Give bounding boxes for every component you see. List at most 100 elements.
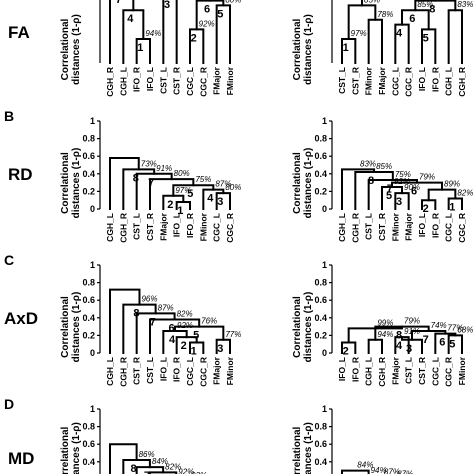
y-tick-label: 0.6 [314,439,327,449]
leaf-label: CGH_R [350,213,360,243]
node-label: 7 [150,316,156,328]
branch-n9 [341,469,370,474]
bootstrap-percent: 91% [156,164,172,173]
bootstrap-percent: 80% [225,183,241,192]
bootstrap-percent: 73% [141,159,157,168]
leaf-label: CGC_L [390,67,400,96]
node-label: 8 [133,172,139,184]
bootstrap-percent: 83% [360,159,376,168]
leaf-label: CST_L [158,67,168,94]
y-tick-label: 0.4 [314,457,327,467]
bootstrap-percent: 82% [457,188,473,197]
bootstrap-percent: 80% [225,0,241,4]
bootstrap-percent: 85% [417,0,433,9]
bootstrap-percent: 68% [457,325,473,334]
leaf-label: FMajor [158,212,168,241]
bootstrap-percent: 87% [397,469,413,474]
branch-n9 [347,325,403,344]
panel-letter-c: C [4,252,14,268]
node-label: 3 [406,343,412,355]
leaf-label: CST_R [132,357,142,385]
bootstrap-percent: 87% [215,180,231,189]
leaf-label: CST_L [337,67,347,94]
leaf-label: CGC_R [457,213,467,243]
node-label: 7 [423,334,429,346]
node-label: 4 [127,13,134,25]
y-tick-label: 1 [90,404,95,414]
node-label: 3 [396,196,402,208]
leaf-label: CGC_R [444,357,454,387]
leaf-label: CGC_L [212,213,222,242]
y-axis-label-line1: Correlational [292,152,303,214]
node-label: 8 [184,0,190,1]
leaf-label: CGC_R [225,213,235,243]
y-tick-label: 0.8 [314,422,327,432]
leaf-label: FMajor [377,66,387,95]
y-tick-label: 0 [90,204,95,214]
bootstrap-percent: 97% [351,29,367,38]
node-label: 2 [181,340,187,352]
leaf-label: IFO_L [417,213,427,237]
leaf-label: CGC_L [185,357,195,386]
node-label: 8 [396,330,402,342]
bootstrap-percent: 82% [177,310,193,319]
leaf-label: FMinor [390,212,400,241]
leaf-label: FMajor [212,356,222,385]
leaf-label: CGC_L [185,67,195,96]
bootstrap-percent: 79% [410,473,426,474]
y-axis-label-line1: Correlational [292,18,303,80]
node-label: 8 [368,175,374,187]
node-label: 7 [148,177,154,189]
y-tick-label: 0.2 [314,330,327,340]
y-axis-label-line1: Correlational [60,18,71,80]
node-label: 5 [217,8,223,20]
branch-n9 [109,156,140,210]
leaf-label: CGH_L [105,213,115,242]
leaf-label: IFO_R [430,213,440,238]
y-axis-label-line1: Correlational [292,296,303,358]
y-tick-label: 0 [322,348,327,358]
leaf-label: CST_L [145,357,155,384]
node-label: 2 [191,32,197,44]
y-axis-label-line2: distances (1-ρ) [303,14,314,85]
leaf-label: IFO_R [132,67,142,92]
bootstrap-percent: 77% [225,330,241,339]
leaf-label: CGH_R [105,67,115,97]
y-tick-label: 0.4 [314,313,327,323]
node-label: 4 [169,334,176,346]
y-axis-label-line1: Correlational [60,152,71,214]
bootstrap-percent: 84% [152,457,168,466]
bootstrap-percent: 82% [165,462,181,471]
row-label-rd: RD [8,165,33,184]
bootstrap-percent: 79% [419,173,435,182]
bootstrap-percent: 87% [158,303,174,312]
bootstrap-percent: 92% [178,468,194,474]
node-label: 5 [193,330,199,342]
bootstrap-percent: 92% [394,177,410,186]
y-tick-label: 1 [322,116,327,126]
leaf-label: CST_L [364,213,374,240]
row-label-axd: AxD [4,309,38,328]
bootstrap-percent: 96% [141,295,157,304]
leaf-label: CGH_R [118,357,128,387]
bootstrap-percent: 79% [404,317,420,326]
y-tick-label: 0 [322,204,327,214]
leaf-label: FMinor [198,212,208,241]
node-label: 4 [396,28,403,40]
leaf-label: CGH_L [118,67,128,96]
leaf-label: IFO_R [172,357,182,382]
node-label: 8 [429,4,435,16]
branch-n9 [341,168,376,210]
bootstrap-percent: 84% [357,461,373,470]
leaf-label: CST_L [404,357,414,384]
node-label: 6 [439,337,445,349]
leaf-label: CGC_L [430,357,440,386]
leaf-label: IFO_R [430,67,440,92]
node-label: 1 [177,205,183,217]
bootstrap-percent: 83% [457,0,473,9]
bootstrap-percent: 85% [364,0,380,4]
figure-labels: FA RD AxD MD B C D [4,23,38,468]
leaf-label: CGH_L [337,213,347,242]
leaf-label: CST_R [417,357,427,385]
